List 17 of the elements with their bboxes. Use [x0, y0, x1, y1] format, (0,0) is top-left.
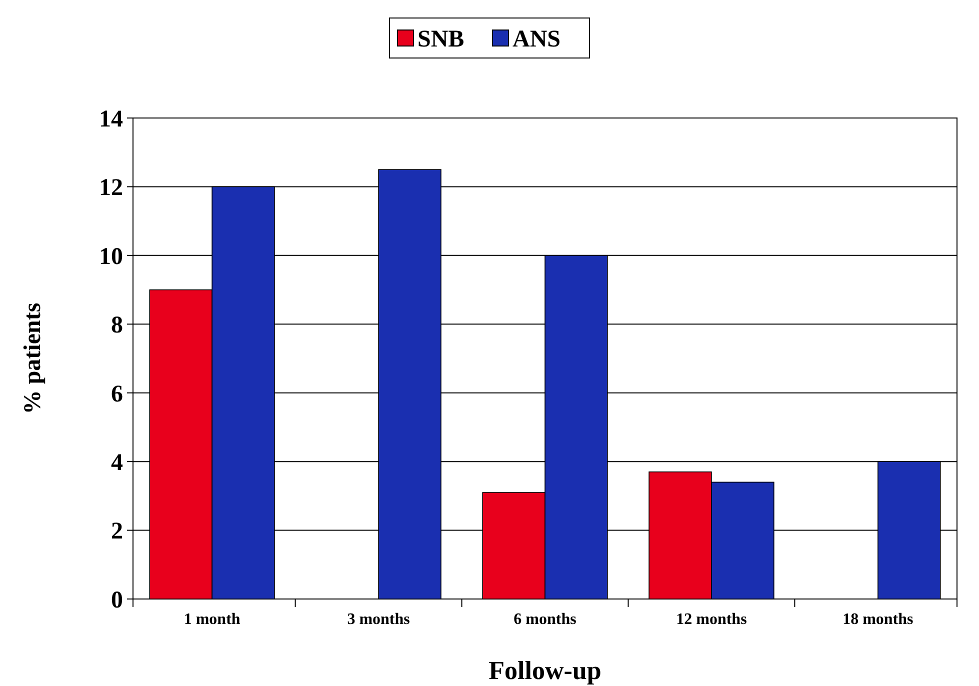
x-axis-title: Follow-up [488, 656, 602, 685]
legend-label: SNB [418, 26, 464, 52]
y-tick-label: 2 [111, 518, 123, 545]
legend-label: ANS [512, 26, 561, 52]
y-tick-label: 8 [111, 312, 123, 339]
y-tick-label: 0 [111, 587, 123, 614]
x-tick-label: 18 months [842, 611, 914, 628]
y-tick-label: 14 [99, 106, 123, 132]
y-tick-label: 10 [99, 244, 123, 270]
x-tick-label: 12 months [676, 611, 747, 628]
y-tick-label: 12 [99, 175, 123, 202]
y-tick-label: 4 [111, 450, 123, 476]
x-tick-label: 1 month [184, 611, 240, 628]
y-axis-title: % patients [20, 302, 46, 414]
x-tick-label: 6 months [514, 611, 576, 628]
y-tick-label: 6 [111, 381, 123, 408]
x-tick-label: 3 months [347, 611, 410, 628]
